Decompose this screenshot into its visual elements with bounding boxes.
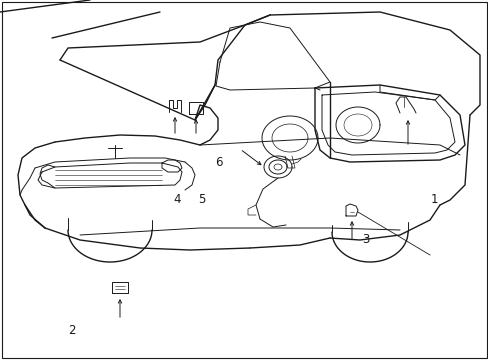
Text: 6: 6 xyxy=(215,156,223,169)
Text: 3: 3 xyxy=(361,233,369,246)
Text: 1: 1 xyxy=(429,193,437,206)
Text: 5: 5 xyxy=(197,193,205,206)
Text: 2: 2 xyxy=(68,324,76,337)
Text: 4: 4 xyxy=(173,193,181,206)
